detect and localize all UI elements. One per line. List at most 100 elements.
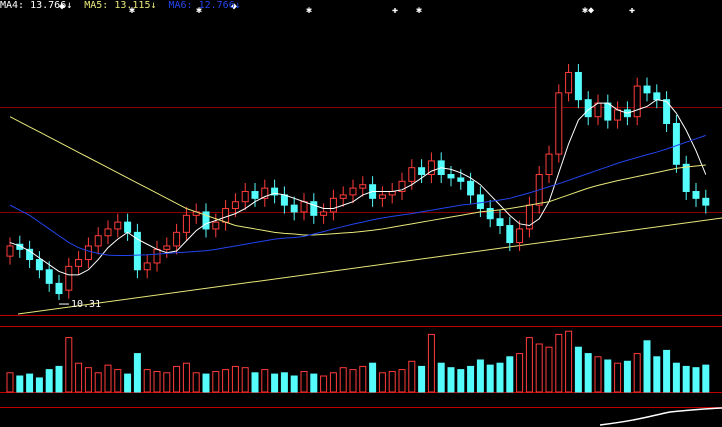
candle-body: [290, 204, 298, 213]
legend-entry: MA4: 13.766↓: [0, 0, 72, 11]
candle-body: [300, 201, 308, 213]
volume-bar: [241, 367, 249, 393]
volume-bar: [653, 356, 661, 393]
legend-entry: MA5: 13.115↓: [84, 0, 156, 11]
candle-body: [231, 201, 239, 210]
volume-bar: [231, 365, 239, 393]
candle-body: [251, 191, 259, 199]
volume-bar: [623, 360, 631, 393]
volume-bar: [143, 369, 151, 393]
candle-body: [65, 265, 73, 291]
candle-body: [682, 163, 690, 193]
volume-bar: [663, 349, 671, 393]
candle-body: [212, 221, 220, 230]
volume-bar: [672, 362, 680, 393]
candle-body: [104, 228, 112, 237]
candle-body: [35, 259, 43, 271]
volume-bar: [55, 365, 63, 393]
volume-bar: [6, 372, 14, 393]
candle-body: [94, 235, 102, 247]
volume-bar: [476, 359, 484, 393]
candle-body: [633, 85, 641, 118]
candle-body: [663, 99, 671, 124]
candle-body: [310, 201, 318, 216]
candle-body: [447, 174, 455, 179]
trend-line: [17, 217, 722, 315]
candle-body: [45, 269, 53, 284]
candle-body: [202, 211, 210, 230]
volume-bar: [525, 337, 533, 393]
volume-bar: [65, 337, 73, 393]
volume-bar: [604, 359, 612, 393]
candle-body: [271, 187, 279, 196]
volume-bar: [682, 365, 690, 393]
volume-bar: [251, 372, 259, 393]
candle-body: [153, 248, 161, 264]
marker: ✱: [196, 5, 202, 16]
candle-body: [545, 153, 553, 176]
candle-body: [692, 191, 700, 199]
volume-bar: [114, 369, 122, 393]
candle-body: [418, 167, 426, 176]
volume-bar: [261, 369, 269, 393]
candle-body: [653, 92, 661, 101]
candle-body: [163, 245, 171, 250]
volume-bar: [329, 372, 337, 393]
marker: ◆: [59, 1, 65, 12]
candle-body: [26, 248, 34, 261]
volume-bar: [486, 364, 494, 393]
candle-body: [84, 245, 92, 261]
candle-body: [476, 194, 484, 210]
marker: ✱: [129, 5, 135, 16]
volume-bar: [408, 360, 416, 393]
volume-bar: [398, 369, 406, 393]
volume-bar: [467, 365, 475, 393]
candle-body: [114, 221, 122, 230]
candle-body: [427, 160, 435, 176]
volume-bar: [594, 356, 602, 393]
volume-bar: [339, 367, 347, 393]
candle-body: [133, 231, 141, 271]
volume-bar: [94, 372, 102, 393]
volume-bar: [535, 343, 543, 393]
volume-bar: [418, 365, 426, 393]
volume-bar: [271, 373, 279, 393]
candle-body: [75, 259, 83, 267]
volume-bar: [506, 356, 514, 393]
volume-bar: [202, 373, 210, 393]
candle-body: [261, 187, 269, 199]
marker: ✱◆: [582, 5, 594, 16]
volume-bar: [574, 346, 582, 393]
candle-body: [702, 197, 710, 206]
candle-body: [467, 180, 475, 196]
candle-body: [280, 194, 288, 206]
volume-bar: [182, 362, 190, 393]
ma-line: [9, 116, 706, 236]
candle-body: [320, 211, 328, 216]
marker: ✚: [392, 5, 398, 16]
candle-body: [359, 184, 367, 189]
volume-bar: [320, 375, 328, 393]
volume-bar: [388, 371, 396, 393]
volume-bar: [369, 362, 377, 393]
volume-bar: [692, 367, 700, 393]
volume-bar: [26, 373, 34, 393]
marker: ✱: [416, 5, 422, 16]
volume-bar: [437, 362, 445, 393]
candle-body: [574, 71, 582, 101]
volume-bar: [192, 372, 200, 393]
volume-bar: [349, 369, 357, 393]
candle-body: [124, 221, 132, 233]
candle-body: [173, 231, 181, 247]
candle-body: [457, 177, 465, 182]
markers: ◆ ✱ ✱ ◆ ✱ ✚ ✱ ✱◆ ✚: [59, 1, 635, 16]
volume-bar: [447, 367, 455, 393]
volume-bar: [173, 365, 181, 393]
volume-bar: [378, 372, 386, 393]
volume-bar: [133, 353, 141, 393]
volume-bar: [35, 377, 43, 393]
marker: ✚: [629, 5, 635, 16]
candle-body: [143, 262, 151, 271]
